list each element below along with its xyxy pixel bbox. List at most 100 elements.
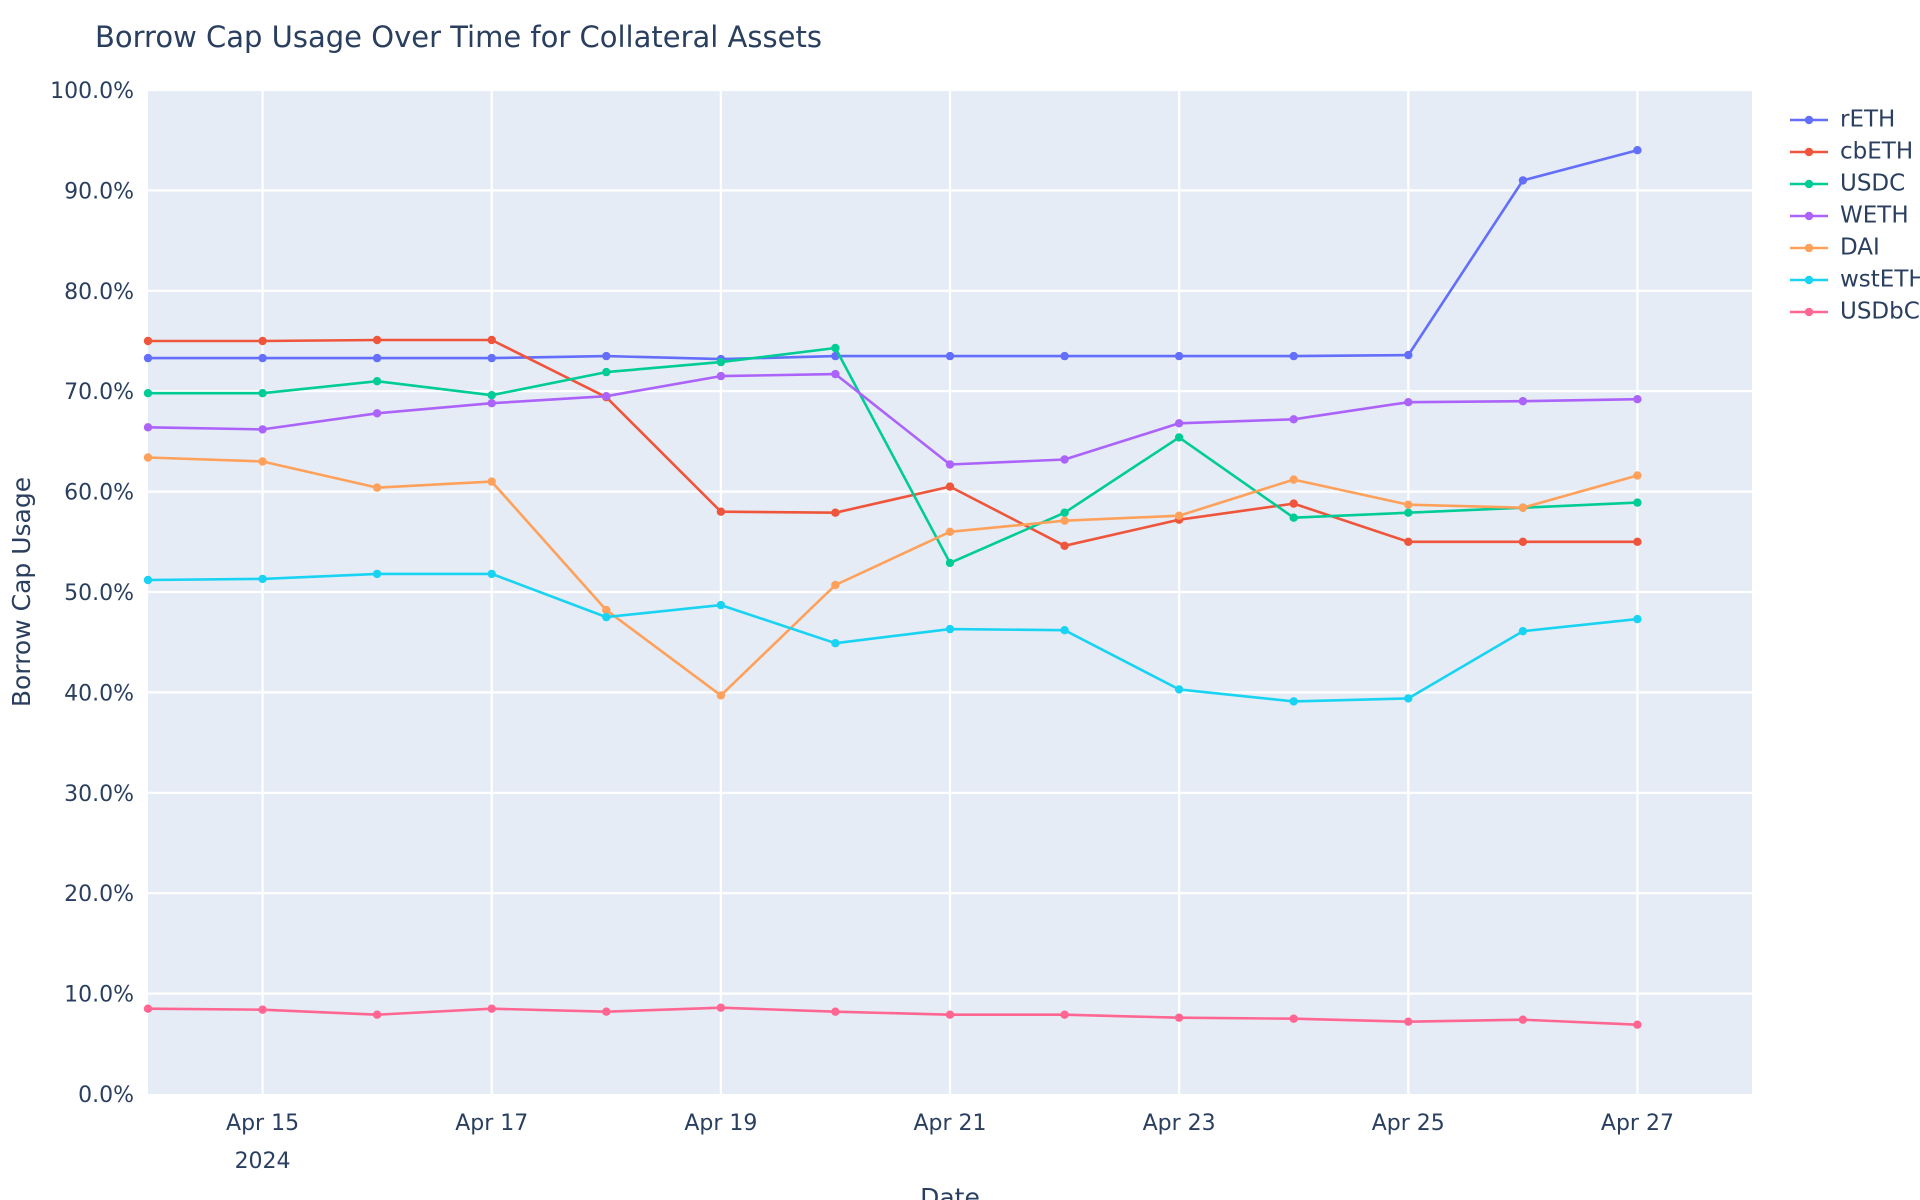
x-axis-year-label: 2024 — [235, 1149, 291, 1174]
series-line — [146, 148, 1639, 361]
x-tick-label: Apr 15 — [226, 1111, 299, 1136]
data-point-marker — [1404, 350, 1413, 360]
series-line — [146, 456, 1639, 697]
data-point-marker — [1633, 537, 1642, 546]
data-point-marker — [487, 335, 496, 345]
legend-label: cbETH — [1840, 139, 1913, 165]
data-point-marker — [716, 357, 726, 367]
data-point-marker — [1518, 537, 1528, 546]
data-point-marker — [1289, 697, 1298, 706]
data-point-marker — [602, 392, 611, 401]
data-point-marker — [945, 558, 955, 568]
data-point-marker — [1518, 1015, 1528, 1024]
legend[interactable]: rETH cbETH USDC WETH DAI wstETH USDbC — [1790, 107, 1920, 325]
legend-marker-icon — [1804, 211, 1814, 221]
data-point-marker — [716, 371, 726, 381]
series-line — [146, 1006, 1639, 1026]
data-point-marker — [143, 575, 153, 585]
data-point-marker — [1404, 508, 1413, 517]
data-point-marker — [1633, 614, 1642, 624]
data-point-marker — [1404, 398, 1413, 407]
data-point-marker — [1518, 176, 1528, 185]
legend-item-reth[interactable]: rETH — [1790, 107, 1895, 133]
series-line — [146, 572, 1639, 703]
data-point-marker — [831, 639, 840, 648]
series-line — [146, 338, 1639, 548]
data-point-marker — [831, 580, 840, 590]
data-point-marker — [258, 353, 267, 363]
legend-item-usdc[interactable]: USDC — [1790, 171, 1905, 197]
legend-label: WETH — [1840, 203, 1909, 229]
x-axis-tick-labels: Apr 15 2024 Apr 17 Apr 19 Apr 21 Apr 23 Apr 25… — [226, 1111, 1674, 1174]
data-point-marker — [831, 508, 840, 517]
page-title: Borrow Cap Usage Over Time for Collatera… — [95, 20, 822, 54]
y-tick-label: 40.0% — [64, 681, 134, 706]
y-tick-label: 50.0% — [64, 581, 134, 606]
series-wsteth — [143, 569, 1642, 706]
series-line — [146, 372, 1639, 466]
data-point-marker — [1633, 1020, 1642, 1029]
series-usdbc — [143, 1003, 1642, 1029]
legend-item-dai[interactable]: DAI — [1790, 235, 1880, 261]
data-point-marker — [716, 1003, 726, 1012]
y-axis-tick-labels: 0.0% 10.0% 20.0% 30.0% 40.0% 50.0% 60.0% 70.0% 8… — [50, 79, 134, 1108]
y-tick-label: 100.0% — [50, 79, 134, 104]
data-point-marker — [1174, 351, 1184, 361]
data-point-marker — [1060, 455, 1069, 464]
data-point-marker — [1289, 513, 1298, 522]
data-point-marker — [372, 1010, 382, 1019]
y-tick-label: 0.0% — [78, 1083, 134, 1108]
legend-item-usdbc[interactable]: USDbC — [1790, 299, 1920, 325]
data-point-marker — [258, 457, 267, 466]
data-point-marker — [1060, 626, 1069, 635]
data-point-marker — [143, 336, 153, 346]
x-tick-label: Apr 21 — [913, 1111, 986, 1136]
y-tick-label: 70.0% — [64, 380, 134, 405]
series-dai — [143, 453, 1642, 700]
data-point-marker — [1174, 433, 1184, 442]
data-point-marker — [602, 605, 611, 615]
y-tick-label: 90.0% — [64, 179, 134, 204]
series-weth — [143, 369, 1642, 469]
legend-marker-icon — [1804, 243, 1814, 253]
data-point-marker — [1633, 395, 1642, 404]
data-point-marker — [1060, 1010, 1069, 1019]
x-tick-label: Apr 25 — [1372, 1111, 1445, 1136]
legend-item-wsteth[interactable]: wstETH — [1790, 267, 1920, 293]
y-tick-label: 10.0% — [64, 983, 134, 1008]
data-point-marker — [487, 1004, 496, 1013]
data-series-group — [143, 146, 1642, 1029]
data-point-marker — [487, 399, 496, 408]
data-point-marker — [143, 423, 153, 432]
data-point-marker — [143, 1004, 153, 1013]
x-tick-label: Apr 17 — [455, 1111, 528, 1136]
data-point-marker — [1174, 511, 1184, 520]
data-point-marker — [1289, 1014, 1298, 1023]
data-point-marker — [1404, 694, 1413, 703]
legend-item-weth[interactable]: WETH — [1790, 203, 1909, 229]
data-point-marker — [1060, 541, 1069, 550]
x-axis-title: Date — [920, 1183, 980, 1200]
data-point-marker — [258, 574, 267, 584]
data-point-marker — [258, 1005, 267, 1014]
legend-label: DAI — [1840, 235, 1880, 261]
data-point-marker — [716, 507, 726, 516]
data-point-marker — [1404, 537, 1413, 546]
series-reth — [143, 146, 1642, 364]
data-point-marker — [1289, 475, 1298, 484]
data-point-marker — [945, 482, 955, 491]
legend-item-cbeth[interactable]: cbETH — [1790, 139, 1913, 165]
x-tick-label: Apr 19 — [684, 1111, 757, 1136]
series-usdc — [143, 343, 1642, 568]
data-point-marker — [945, 351, 955, 361]
data-point-marker — [1633, 146, 1642, 155]
data-point-marker — [372, 483, 382, 492]
data-point-marker — [1518, 397, 1528, 406]
data-point-marker — [945, 527, 955, 536]
data-point-marker — [831, 1007, 840, 1016]
data-point-marker — [372, 569, 382, 579]
data-point-marker — [602, 367, 611, 377]
legend-marker-icon — [1804, 307, 1814, 317]
data-point-marker — [487, 353, 496, 363]
